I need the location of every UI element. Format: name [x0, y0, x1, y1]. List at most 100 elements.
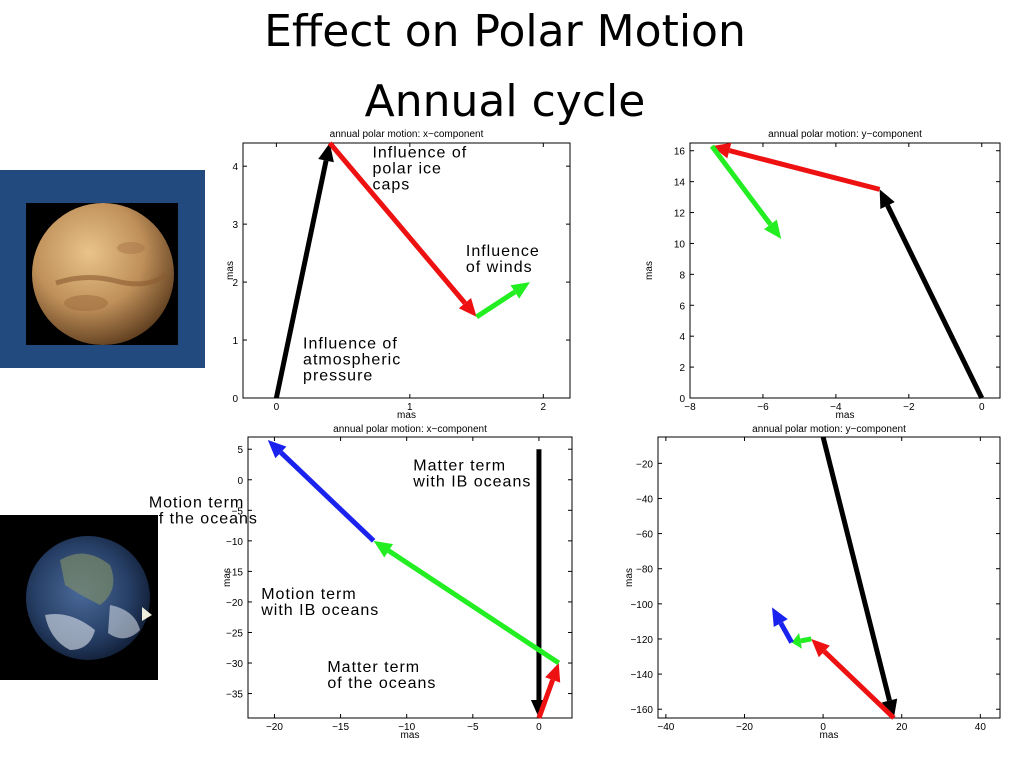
x-tick-label: −8	[684, 402, 696, 413]
y-tick-label: −60	[636, 530, 653, 541]
vector-arrow	[327, 141, 477, 317]
arrow-head	[510, 282, 530, 299]
arrow-shaft	[709, 144, 773, 226]
vector-arrow	[267, 440, 376, 543]
vector-arrow	[811, 638, 896, 720]
y-tick-label: 4	[232, 162, 238, 173]
y-tick-label: 0	[232, 394, 238, 405]
x-tick-label: −5	[467, 722, 479, 733]
x-tick-label: 0	[274, 402, 280, 413]
y-axis-label: mas	[225, 261, 236, 280]
x-tick-label: 0	[979, 402, 985, 413]
vector-arrow	[373, 540, 561, 666]
arrow-head	[763, 219, 782, 239]
plot-frame	[657, 436, 1001, 719]
arrow-head	[458, 297, 477, 317]
x-axis-label: mas	[820, 730, 839, 741]
x-tick-label: −4	[830, 402, 842, 413]
plot-frame	[689, 142, 1001, 399]
y-tick-label: 2	[679, 363, 685, 374]
arrow-shaft	[820, 436, 892, 702]
arrow-shaft	[536, 679, 556, 719]
y-tick-label: −30	[226, 659, 243, 670]
vector-arrow	[709, 144, 782, 239]
slide-title: Effect on Polar Motion	[264, 6, 746, 57]
y-tick-label: −40	[636, 494, 653, 505]
y-axis-label: mas	[624, 568, 635, 587]
vector-arrow	[772, 607, 794, 644]
arrow-shaft	[800, 636, 812, 644]
y-tick-label: −35	[226, 690, 243, 701]
arrow-shaft	[728, 148, 881, 192]
y-tick-label: 12	[674, 209, 686, 220]
vector-arrow	[820, 436, 898, 718]
chart-title: annual polar motion: x−component	[333, 424, 487, 435]
arrow-head	[811, 638, 830, 658]
x-tick-label: 40	[975, 722, 987, 733]
y-tick-label: −160	[630, 705, 653, 716]
annotation-label: Matter term of the oceans	[327, 659, 436, 692]
x-axis-label: mas	[401, 730, 420, 741]
vector-arrow	[273, 143, 334, 399]
y-tick-label: 16	[674, 147, 686, 158]
earth-image-frame	[0, 515, 158, 680]
y-tick-label: 0	[237, 476, 243, 487]
vector-arrow	[711, 142, 881, 192]
y-tick-label: 2	[232, 278, 238, 289]
x-tick-label: 20	[896, 722, 908, 733]
earth-globe-photo	[26, 536, 152, 660]
x-tick-label: −40	[657, 722, 674, 733]
y-tick-label: 6	[679, 301, 685, 312]
arrow-shaft	[273, 160, 329, 399]
x-tick-label: −15	[332, 722, 349, 733]
arrow-shaft	[327, 141, 467, 305]
arrow-head	[772, 607, 788, 627]
slide-subtitle: Annual cycle	[364, 76, 646, 127]
annotation-label: Matter term with IB oceans	[412, 458, 531, 491]
vector-arrow	[879, 189, 985, 400]
vector-arrow	[791, 633, 812, 649]
y-tick-label: 1	[232, 336, 238, 347]
y-tick-label: 3	[232, 220, 238, 231]
arrow-shaft	[778, 621, 794, 644]
x-tick-label: 0	[536, 722, 542, 733]
annotation-label: Motion term with IB oceans	[260, 586, 379, 619]
arrow-head	[267, 440, 287, 459]
chart-title: annual polar motion: y−component	[768, 129, 922, 140]
y-axis-label: mas	[644, 261, 655, 280]
arrow-head	[711, 142, 732, 159]
arrow-head	[318, 143, 334, 163]
x-axis-label: mas	[397, 410, 416, 421]
y-tick-label: −100	[630, 600, 653, 611]
y-tick-label: 4	[679, 332, 685, 343]
vector-arrow	[536, 663, 561, 719]
annotation-label: Influence of polar ice caps	[372, 144, 467, 193]
arrow-shaft	[387, 548, 561, 666]
y-tick-label: −10	[226, 537, 243, 548]
y-tick-label: 5	[237, 445, 243, 456]
y-tick-label: −5	[232, 506, 244, 517]
y-axis-label: mas	[222, 568, 233, 587]
x-tick-label: −10	[398, 722, 415, 733]
y-tick-label: −80	[636, 565, 653, 576]
arrow-head	[373, 540, 394, 558]
plot-frame	[247, 436, 573, 719]
y-tick-label: −15	[226, 567, 243, 578]
x-tick-label: 0	[820, 722, 826, 733]
x-tick-label: 2	[541, 402, 547, 413]
plot-frame	[242, 142, 571, 399]
x-tick-label: 1	[407, 402, 413, 413]
arrow-head	[791, 633, 802, 649]
arrow-shaft	[885, 204, 985, 400]
y-tick-label: 10	[674, 239, 686, 250]
arrow-shaft	[475, 289, 517, 319]
arrow-shaft	[279, 450, 376, 543]
y-tick-label: −120	[630, 635, 653, 646]
x-tick-label: −20	[736, 722, 753, 733]
chart-title: annual polar motion: x−component	[330, 129, 484, 140]
x-axis-label: mas	[836, 410, 855, 421]
annotation-label: Influence of atmospheric pressure	[303, 336, 401, 385]
